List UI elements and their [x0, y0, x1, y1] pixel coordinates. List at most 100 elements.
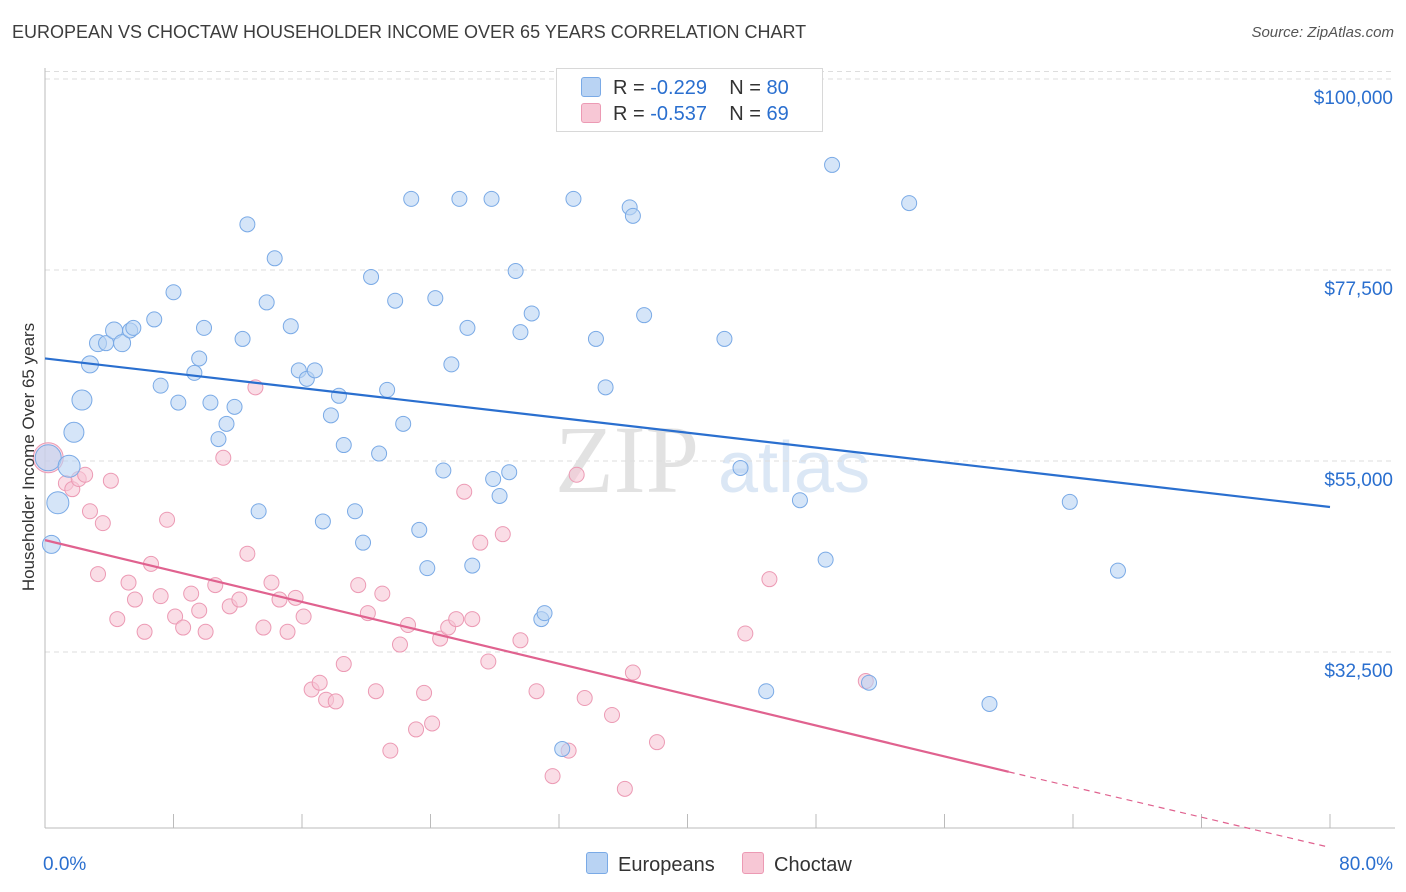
data-point-europeans — [250, 503, 267, 520]
data-point-choctaw — [183, 585, 200, 602]
data-point-europeans — [146, 311, 163, 328]
data-point-europeans — [363, 268, 380, 285]
data-point-choctaw — [263, 574, 280, 591]
data-point-europeans — [523, 305, 540, 322]
data-point-europeans — [485, 471, 502, 487]
data-point-europeans — [234, 330, 251, 347]
data-point-europeans — [379, 381, 396, 398]
legend-swatch-blue — [581, 77, 601, 97]
data-point-europeans — [125, 319, 142, 336]
data-point-choctaw — [90, 566, 107, 583]
data-point-choctaw — [215, 449, 232, 466]
legend-row-europeans: R = -0.229 N = 80 — [581, 77, 789, 101]
legend-item-choctaw: Choctaw — [742, 852, 852, 877]
data-point-europeans — [1061, 493, 1078, 510]
data-point-choctaw — [568, 466, 585, 483]
data-point-choctaw — [408, 721, 425, 738]
legend-row-choctaw: R = -0.537 N = 69 — [581, 103, 789, 127]
data-point-choctaw — [109, 611, 126, 628]
legend-item-europeans: Europeans — [586, 852, 715, 877]
data-point-choctaw — [102, 472, 119, 489]
y-tick-label: $100,000 — [1314, 88, 1393, 109]
data-point-europeans — [63, 421, 85, 443]
data-point-europeans — [464, 557, 481, 574]
data-point-europeans — [512, 324, 529, 341]
data-point-choctaw — [624, 664, 641, 681]
data-point-choctaw — [120, 574, 137, 591]
data-point-europeans — [501, 464, 518, 481]
y-axis-label: Householder Income Over 65 years — [19, 323, 38, 591]
data-point-europeans — [186, 364, 203, 381]
legend-swatch-pink — [581, 103, 601, 123]
data-point-europeans — [46, 491, 70, 515]
data-point-choctaw — [400, 617, 417, 634]
data-point-choctaw — [239, 545, 256, 562]
data-point-choctaw — [382, 742, 399, 759]
legend-r-label: R = — [613, 103, 651, 125]
legend-label-europeans: Europeans — [618, 854, 715, 876]
trend-line-choctaw-extension — [1008, 771, 1331, 849]
data-point-europeans — [791, 492, 808, 509]
data-point-europeans — [507, 263, 524, 280]
data-point-europeans — [152, 377, 169, 394]
data-point-europeans — [170, 394, 187, 411]
trend-line-europeans — [44, 357, 1331, 509]
legend-swatch-blue — [586, 852, 608, 874]
chart-source: Source: ZipAtlas.com — [1251, 24, 1394, 41]
data-point-europeans — [226, 398, 243, 415]
data-point-choctaw — [126, 591, 143, 608]
chart-title: EUROPEAN VS CHOCTAW HOUSEHOLDER INCOME O… — [12, 22, 807, 42]
data-point-choctaw — [512, 632, 529, 649]
data-point-choctaw — [175, 619, 192, 636]
data-point-europeans — [335, 437, 352, 454]
data-point-choctaw — [279, 623, 296, 640]
data-point-choctaw — [648, 734, 665, 751]
data-point-europeans — [597, 379, 614, 396]
data-point-europeans — [218, 415, 235, 432]
data-point-europeans — [554, 740, 571, 757]
data-point-choctaw — [391, 636, 408, 653]
data-point-europeans — [371, 445, 388, 462]
data-point-europeans — [71, 389, 93, 411]
data-point-europeans — [427, 290, 444, 307]
data-point-europeans — [565, 190, 582, 207]
legend-n-label: N = — [729, 77, 767, 99]
trend-line-choctaw — [44, 539, 1010, 773]
data-point-choctaw — [287, 589, 304, 606]
data-point-europeans — [459, 319, 476, 336]
data-point-europeans — [716, 330, 733, 347]
data-point-europeans — [202, 394, 219, 411]
data-point-europeans — [330, 387, 347, 404]
data-point-europeans — [322, 407, 339, 424]
data-point-choctaw — [81, 503, 98, 520]
data-point-europeans — [403, 190, 420, 207]
data-point-europeans — [451, 190, 468, 207]
data-point-choctaw — [374, 585, 391, 602]
data-point-europeans — [435, 462, 452, 479]
data-point-choctaw — [191, 602, 208, 619]
data-point-europeans — [314, 513, 331, 530]
data-point-choctaw — [327, 693, 344, 710]
data-point-europeans — [258, 294, 275, 311]
data-point-choctaw — [528, 683, 545, 700]
x-tick-label: 0.0% — [43, 854, 86, 875]
data-point-choctaw — [136, 623, 153, 640]
data-point-europeans — [395, 415, 412, 432]
data-point-europeans — [981, 695, 998, 712]
data-point-europeans — [347, 503, 364, 520]
data-point-choctaw — [464, 611, 481, 628]
data-point-europeans — [113, 334, 132, 353]
data-point-europeans — [624, 207, 641, 224]
y-tick-label: $77,500 — [1324, 279, 1393, 300]
data-point-choctaw — [480, 653, 497, 670]
data-point-choctaw — [576, 690, 593, 707]
data-point-europeans — [483, 190, 500, 207]
legend-n-label: N = — [729, 103, 767, 125]
data-point-europeans — [306, 362, 323, 379]
data-point-choctaw — [77, 466, 94, 483]
data-point-europeans — [266, 250, 283, 267]
legend-label-choctaw: Choctaw — [774, 854, 852, 876]
data-point-choctaw — [350, 577, 367, 594]
data-point-europeans — [443, 356, 460, 373]
